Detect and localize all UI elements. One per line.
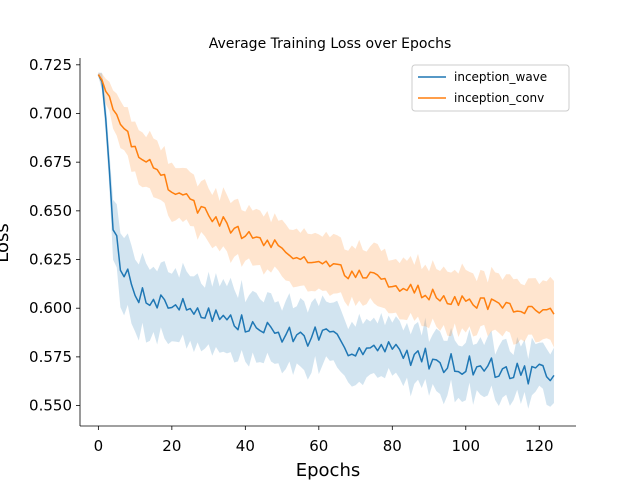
line-inception_conv xyxy=(97,74,555,315)
y-tick-label: 0.600 xyxy=(29,299,72,317)
legend: inception_wave inception_conv xyxy=(411,64,570,112)
x-tick-label: 80 xyxy=(383,437,402,455)
legend-label-inception_conv: inception_conv xyxy=(454,91,544,105)
y-tick-label: 0.550 xyxy=(29,397,72,415)
x-tick-label: 60 xyxy=(309,437,328,455)
y-tick-label: 0.725 xyxy=(29,56,72,74)
y-tick-label: 0.650 xyxy=(29,202,72,220)
x-tick-label: 120 xyxy=(525,437,554,455)
y-tick-label: 0.625 xyxy=(29,251,72,269)
x-tick-label: 100 xyxy=(451,437,480,455)
band-inception_conv xyxy=(98,72,554,348)
x-axis-label: Epochs xyxy=(296,460,361,480)
band-inception_wave xyxy=(98,72,554,409)
legend-label-inception_wave: inception_wave xyxy=(454,70,547,84)
line-inception_wave xyxy=(97,74,555,385)
x-tick-label: 40 xyxy=(236,437,255,455)
y-tick-label: 0.675 xyxy=(29,153,72,171)
legend-box xyxy=(411,64,570,112)
chart-title: Average Training Loss over Epochs xyxy=(209,36,452,52)
y-tick-label: 0.700 xyxy=(29,104,72,122)
y-axis-label: Loss xyxy=(0,223,13,262)
x-tick-label: 0 xyxy=(94,437,104,455)
x-tick-label: 20 xyxy=(162,437,181,455)
y-tick-label: 0.575 xyxy=(29,348,72,366)
